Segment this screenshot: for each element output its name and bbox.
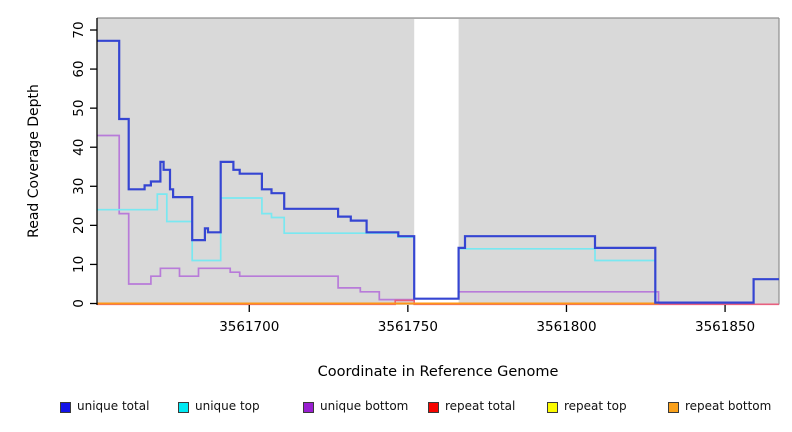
- series-unique-bottom: [97, 134, 660, 304]
- legend-swatch-repeat-bottom: [668, 402, 679, 413]
- y-axis-title: Read Coverage Depth: [26, 84, 42, 238]
- no-data-gap: [414, 19, 459, 308]
- x-tick-label: 3561750: [378, 319, 438, 335]
- y-tick-label: 0: [71, 299, 87, 308]
- x-tick-label: 3561800: [536, 319, 596, 335]
- legend-label: repeat total: [445, 399, 516, 413]
- legend-label: repeat bottom: [685, 399, 772, 413]
- legend-label: unique bottom: [320, 399, 409, 413]
- legend-label: repeat top: [564, 399, 627, 413]
- y-tick-label: 70: [71, 21, 87, 38]
- legend-swatch-unique-top: [178, 402, 189, 413]
- legend-swatch-repeat-total: [428, 402, 439, 413]
- series-unique-total: [97, 39, 779, 304]
- legend-swatch-repeat-top: [547, 402, 558, 413]
- x-tick-label: 3561700: [219, 319, 279, 335]
- legend-swatch-unique-total: [60, 402, 71, 413]
- y-tick-label: 30: [71, 178, 87, 195]
- y-tick-label: 40: [71, 139, 87, 156]
- x-axis-title: Coordinate in Reference Genome: [317, 364, 559, 380]
- y-tick-label: 10: [71, 256, 87, 273]
- y-tick-label: 60: [71, 60, 87, 77]
- y-tick-label: 20: [71, 217, 87, 234]
- legend-swatch-unique-bottom: [303, 402, 314, 413]
- x-tick-label: 3561850: [695, 319, 755, 335]
- legend-label: unique total: [77, 399, 150, 413]
- y-tick-label: 50: [71, 100, 87, 117]
- legend-label: unique top: [195, 399, 260, 413]
